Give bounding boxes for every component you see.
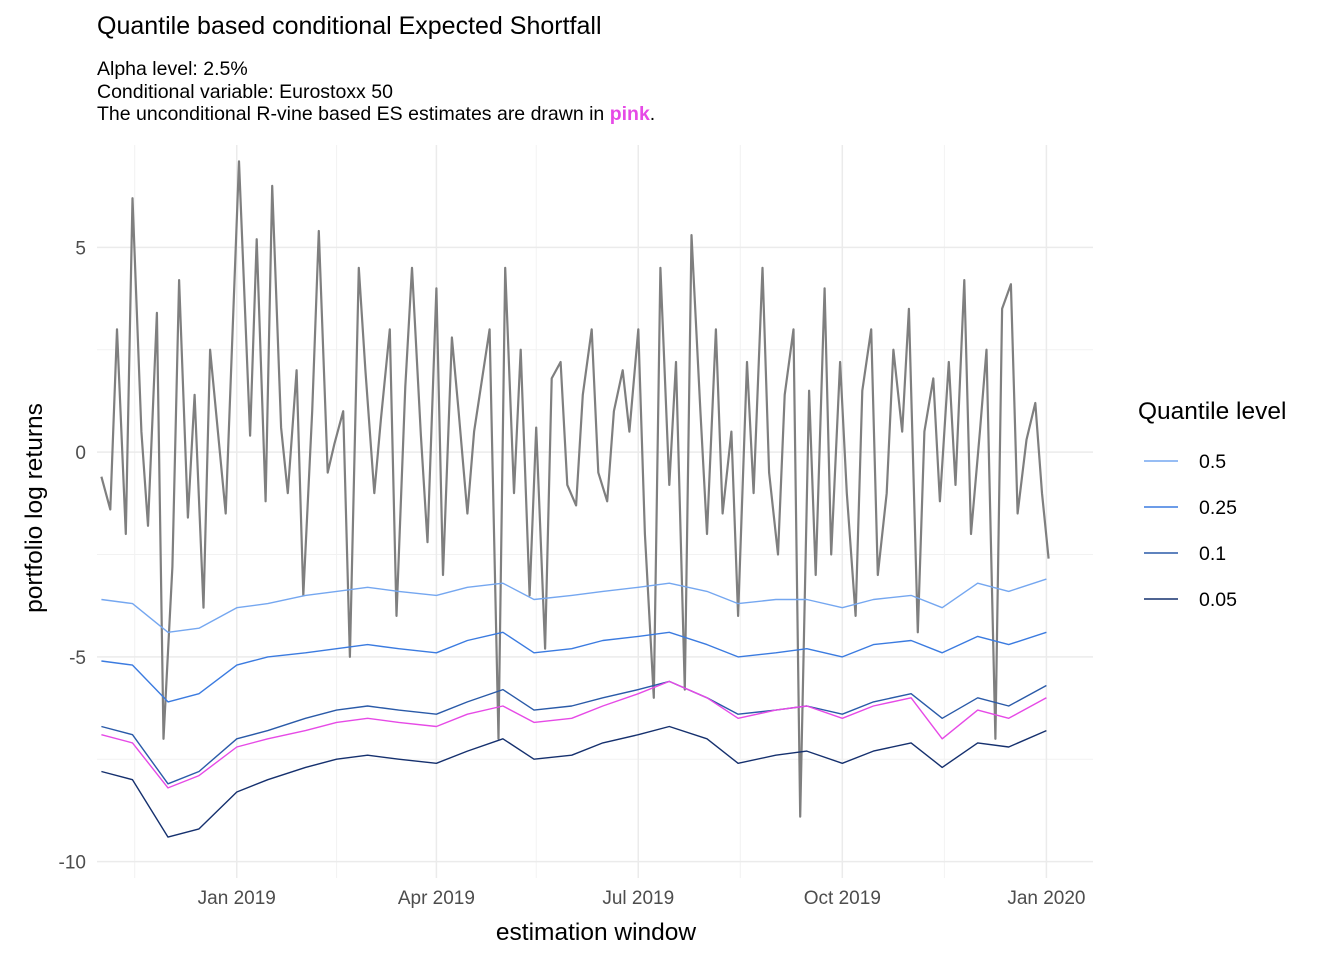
quantile-line-0-05 bbox=[101, 725, 1047, 838]
x-tick-label: Apr 2019 bbox=[398, 888, 475, 909]
x-tick-label: Oct 2019 bbox=[804, 888, 881, 909]
subtitle-suffix: . bbox=[649, 103, 656, 125]
subtitle-prefix: The unconditional R-vine based ES estima… bbox=[97, 103, 610, 125]
x-tick-label: Jan 2019 bbox=[198, 888, 276, 909]
legend-label: 0.1 bbox=[1199, 543, 1226, 565]
quantile-line-0-25 bbox=[101, 631, 1047, 703]
quantile-line-0-5 bbox=[101, 578, 1047, 633]
legend-label: 0.5 bbox=[1199, 451, 1226, 473]
portfolio-returns-line bbox=[100, 160, 1050, 818]
x-axis-ticks: Jan 2019 Apr 2019 Jul 2019 Oct 2019 Jan 2020 bbox=[198, 888, 1086, 909]
y-tick-label: -10 bbox=[59, 853, 86, 874]
legend: Quantile level 0.5 0.25 0.1 0.05 bbox=[1138, 398, 1286, 611]
chart-subtitle-alpha: Alpha level: 2.5% bbox=[97, 58, 248, 80]
x-tick-label: Jul 2019 bbox=[602, 888, 674, 909]
unconditional-es-line bbox=[101, 680, 1047, 789]
y-axis-title: portfolio log returns bbox=[21, 403, 48, 613]
y-tick-label: 5 bbox=[75, 238, 86, 259]
y-axis-ticks: -10 -5 0 5 bbox=[59, 238, 86, 873]
chart-subtitle-conditional: Conditional variable: Eurostoxx 50 bbox=[97, 81, 393, 103]
y-tick-label: 0 bbox=[75, 443, 86, 464]
grid bbox=[97, 145, 1093, 878]
series-lines bbox=[100, 160, 1050, 838]
x-tick-label: Jan 2020 bbox=[1007, 888, 1085, 909]
legend-title: Quantile level bbox=[1138, 398, 1286, 425]
x-axis-title: estimation window bbox=[496, 919, 696, 946]
subtitle-pink-word: pink bbox=[609, 103, 650, 125]
legend-label: 0.05 bbox=[1199, 589, 1237, 611]
quantile-line-0-1 bbox=[101, 680, 1047, 785]
legend-label: 0.25 bbox=[1199, 497, 1237, 519]
y-tick-label: -5 bbox=[69, 648, 86, 669]
chart-title: Quantile based conditional Expected Shor… bbox=[97, 12, 602, 40]
chart-subtitle-unconditional: The unconditional R-vine based ES estima… bbox=[97, 103, 655, 125]
